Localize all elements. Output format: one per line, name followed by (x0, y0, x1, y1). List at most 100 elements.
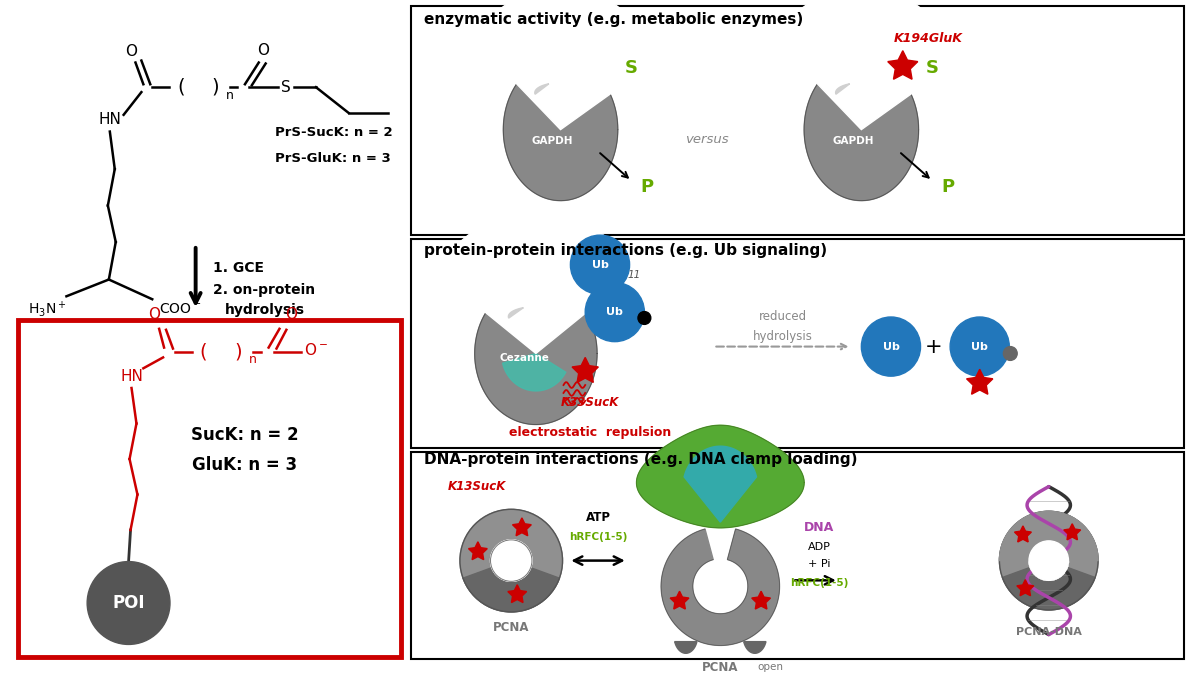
Text: H$_3$N$^+$: H$_3$N$^+$ (29, 299, 67, 319)
Text: (: ( (178, 78, 185, 97)
Polygon shape (1063, 524, 1081, 540)
Text: S: S (282, 80, 292, 94)
Text: PrS-GluK: n = 3: PrS-GluK: n = 3 (275, 152, 390, 165)
Text: GluK: n = 3: GluK: n = 3 (192, 456, 298, 474)
Text: HN: HN (98, 112, 121, 128)
Text: DNA-protein interactions (e.g. DNA clamp loading): DNA-protein interactions (e.g. DNA clamp… (425, 452, 858, 468)
Text: K13SucK: K13SucK (448, 480, 506, 493)
Text: 1. GCE: 1. GCE (214, 261, 264, 275)
Text: + Pi: + Pi (808, 558, 830, 568)
Text: hRFC(1-5): hRFC(1-5) (569, 532, 628, 542)
Text: GAPDH: GAPDH (532, 136, 574, 146)
Text: open: open (758, 662, 784, 672)
Polygon shape (1000, 511, 1098, 561)
FancyBboxPatch shape (410, 452, 1184, 659)
Polygon shape (674, 642, 697, 653)
FancyBboxPatch shape (410, 239, 1184, 448)
Circle shape (1000, 511, 1098, 610)
Text: DNA: DNA (804, 520, 834, 533)
Text: (: ( (199, 342, 208, 361)
Text: Ub: Ub (606, 307, 623, 317)
Text: HN: HN (120, 369, 143, 383)
Circle shape (491, 540, 532, 581)
Circle shape (586, 282, 644, 342)
Text: Ub: Ub (592, 260, 608, 270)
Text: Ub: Ub (882, 342, 899, 352)
Polygon shape (835, 84, 850, 95)
Circle shape (1030, 541, 1068, 580)
Text: versus: versus (685, 133, 728, 146)
Text: Cezanne: Cezanne (499, 354, 548, 363)
Text: O: O (126, 44, 138, 59)
Circle shape (950, 317, 1009, 376)
Text: ATP: ATP (586, 511, 611, 524)
Circle shape (88, 562, 170, 645)
Circle shape (460, 510, 563, 612)
Text: PCNA: PCNA (493, 621, 529, 634)
Text: S: S (926, 59, 938, 78)
Text: hydrolysis: hydrolysis (226, 303, 305, 317)
Text: ADP: ADP (808, 542, 830, 551)
Polygon shape (670, 591, 689, 609)
Polygon shape (503, 59, 618, 200)
Text: Ub: Ub (971, 342, 988, 352)
Polygon shape (509, 308, 523, 318)
Text: COO$^-$: COO$^-$ (158, 302, 202, 316)
Text: reduced: reduced (758, 310, 806, 323)
Polygon shape (503, 354, 565, 391)
Circle shape (862, 317, 920, 376)
Polygon shape (512, 518, 532, 536)
Text: electrostatic  repulsion: electrostatic repulsion (509, 426, 671, 439)
Text: protein-protein interactions (e.g. Ub signaling): protein-protein interactions (e.g. Ub si… (425, 244, 828, 259)
Text: POI: POI (113, 594, 145, 612)
Circle shape (1030, 541, 1068, 580)
Circle shape (491, 540, 532, 581)
Polygon shape (508, 585, 527, 603)
Circle shape (570, 235, 630, 294)
Polygon shape (468, 542, 487, 560)
Text: hRFC(1-5): hRFC(1-5) (790, 578, 848, 589)
Text: GAPDH: GAPDH (833, 136, 875, 146)
Text: PCNA: PCNA (702, 661, 738, 674)
Polygon shape (774, 0, 960, 130)
FancyBboxPatch shape (410, 6, 1184, 235)
Polygon shape (751, 591, 770, 609)
Polygon shape (1002, 561, 1096, 610)
Text: n: n (248, 353, 257, 366)
Polygon shape (744, 642, 766, 653)
FancyBboxPatch shape (18, 320, 401, 657)
Polygon shape (475, 282, 598, 425)
Polygon shape (636, 425, 804, 528)
Text: PrS-SucK: n = 2: PrS-SucK: n = 2 (275, 126, 392, 139)
Polygon shape (1016, 580, 1033, 596)
Text: P: P (942, 178, 955, 196)
Text: hydrolysis: hydrolysis (752, 330, 812, 343)
Text: K33SucK: K33SucK (560, 396, 619, 409)
Text: ): ) (211, 78, 220, 97)
Text: P: P (641, 178, 654, 196)
Text: +: + (924, 337, 942, 356)
Polygon shape (661, 529, 780, 645)
Polygon shape (463, 561, 559, 612)
Polygon shape (1014, 526, 1031, 542)
Text: O: O (286, 306, 298, 321)
Circle shape (1030, 541, 1068, 580)
Text: O: O (149, 306, 161, 321)
Polygon shape (473, 0, 660, 130)
Text: enzymatic activity (e.g. metabolic enzymes): enzymatic activity (e.g. metabolic enzym… (425, 11, 804, 26)
Text: PCNA-DNA: PCNA-DNA (1016, 626, 1081, 637)
Polygon shape (572, 358, 599, 383)
Text: O: O (257, 43, 269, 58)
Text: O$^-$: O$^-$ (304, 342, 328, 358)
Polygon shape (684, 446, 756, 522)
Circle shape (638, 312, 650, 325)
Text: 2. on-protein: 2. on-protein (214, 284, 316, 298)
Text: K194GluK: K194GluK (894, 32, 962, 45)
Text: n: n (227, 88, 234, 101)
Text: SucK: n = 2: SucK: n = 2 (191, 427, 299, 444)
Polygon shape (804, 59, 918, 200)
Text: ): ) (234, 342, 242, 361)
Circle shape (1003, 346, 1018, 360)
Polygon shape (535, 84, 548, 95)
Text: 11: 11 (628, 269, 641, 279)
